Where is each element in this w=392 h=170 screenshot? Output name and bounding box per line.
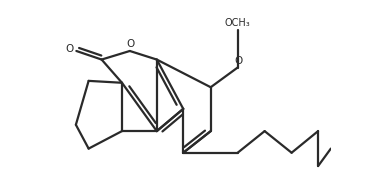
Text: OCH₃: OCH₃	[225, 18, 250, 28]
Text: O: O	[234, 56, 243, 66]
Text: O: O	[65, 44, 73, 54]
Text: O: O	[126, 39, 134, 49]
